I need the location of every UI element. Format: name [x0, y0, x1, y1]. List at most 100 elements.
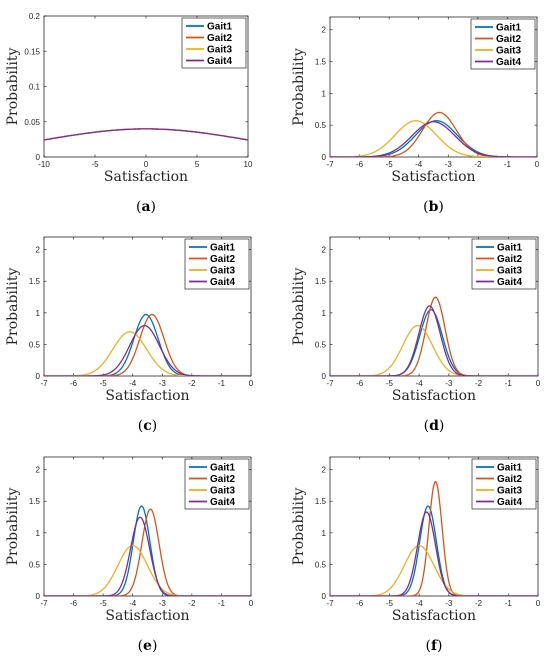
series-line-gait4: [330, 121, 537, 157]
x-tick-label: -5: [386, 160, 394, 169]
x-tick-label: -2: [188, 379, 196, 388]
x-tick-label: -2: [475, 379, 483, 388]
x-tick-label: -4: [416, 599, 424, 608]
y-tick-label: 1.5: [315, 277, 327, 286]
x-tick-label: -5: [100, 599, 108, 608]
x-tick-label: 5: [195, 160, 200, 169]
y-tick-label: 0.15: [24, 47, 40, 56]
y-axis-label: Probability: [291, 48, 307, 126]
series-line-gait4: [44, 128, 248, 141]
legend-entry: Gait1: [496, 23, 521, 34]
y-tick-label: 0.5: [29, 560, 41, 569]
x-tick-label: -3: [159, 599, 167, 608]
x-tick-label: -7: [326, 379, 334, 388]
legend-entry: Gait1: [210, 243, 235, 254]
y-tick-label: 1: [322, 529, 327, 538]
y-tick-label: 0: [322, 592, 327, 601]
x-tick-label: 0: [249, 599, 254, 608]
x-tick-label: -6: [356, 599, 364, 608]
y-tick-label: 2: [322, 26, 327, 35]
legend-entry: Gait1: [207, 22, 232, 33]
x-tick-label: -3: [445, 379, 453, 388]
x-tick-label: -10: [38, 160, 50, 169]
y-tick-label: 0: [322, 372, 327, 381]
y-tick-label: 1.5: [315, 58, 327, 67]
panel-label: (e): [138, 638, 158, 654]
legend-entry: Gait3: [210, 266, 235, 277]
legend-entry: Gait1: [497, 463, 522, 474]
series-line-gait2: [44, 313, 251, 376]
x-tick-label: -2: [474, 160, 482, 169]
y-tick-label: 2: [36, 466, 41, 475]
chart-panel-b: -7 -6 -5 -4 -3 -2 -1 0 0 0.5 1 1.5 2 Satisfaction Prob…: [291, 16, 540, 215]
y-axis-label: Probability: [5, 488, 21, 566]
y-tick-label: 0.2: [29, 12, 41, 21]
chart-panel-d: -7 -6 -5 -4 -3 -2 -1 0 0 0.5 1 1.5 2 Satisfaction Prob…: [291, 236, 541, 434]
x-tick-label: -5: [100, 379, 108, 388]
chart-panel-e: -7 -6 -5 -4 -3 -2 -1 0 0 0.5 1 1.5 2 Satisfaction Prob…: [5, 456, 254, 654]
panel-label: (d): [424, 418, 445, 434]
y-tick-label: 1: [36, 529, 41, 538]
legend-entry: Gait3: [497, 266, 522, 277]
series-line-gait1: [330, 505, 538, 596]
x-tick-label: 0: [535, 160, 540, 169]
x-tick-label: -7: [40, 599, 48, 608]
x-tick-label: 0: [144, 160, 149, 169]
y-axis-label: Probability: [291, 488, 307, 566]
x-tick-label: -4: [415, 160, 423, 169]
y-tick-label: 0: [36, 372, 41, 381]
x-axis-label: Satisfaction: [391, 169, 475, 185]
legend-entry: Gait3: [207, 45, 232, 56]
legend-entry: Gait4: [497, 497, 522, 508]
y-tick-label: 0.5: [315, 560, 327, 569]
legend-entry: Gait2: [496, 34, 521, 45]
panel-label: (f): [426, 638, 443, 654]
y-axis-label: Probability: [5, 268, 21, 346]
series-line-gait1: [44, 313, 251, 376]
y-tick-label: 0.5: [315, 121, 327, 130]
legend-entry: Gait1: [497, 243, 522, 254]
x-axis-label: Satisfaction: [104, 169, 188, 185]
y-tick-label: 0.5: [315, 340, 327, 349]
x-tick-label: -7: [40, 379, 48, 388]
legend-entry: Gait3: [496, 46, 521, 57]
x-axis-label: Satisfaction: [392, 388, 476, 404]
x-axis-label: Satisfaction: [392, 608, 476, 624]
series-line-gait4: [330, 305, 538, 376]
y-tick-label: 0.05: [24, 118, 40, 127]
x-tick-label: -4: [129, 379, 137, 388]
panel-label: (c): [138, 418, 157, 434]
y-tick-label: 0: [36, 592, 41, 601]
x-tick-label: -6: [70, 599, 78, 608]
y-tick-label: 0: [36, 153, 41, 162]
x-tick-label: -1: [505, 599, 513, 608]
legend-entry: Gait2: [210, 474, 235, 485]
x-tick-label: -5: [91, 160, 99, 169]
y-tick-label: 2: [322, 246, 327, 255]
chart-panel-a: -10 -5 0 5 10 0 0.05 0.1 0.15 0.2 Satisfaction Prob…: [5, 12, 253, 215]
legend-entry: Gait3: [210, 486, 235, 497]
x-tick-label: -3: [445, 160, 453, 169]
x-tick-label: -6: [356, 379, 364, 388]
y-axis-label: Probability: [5, 48, 21, 126]
x-axis-label: Satisfaction: [105, 608, 189, 624]
x-tick-label: -4: [129, 599, 137, 608]
x-tick-label: 0: [249, 379, 254, 388]
panel-label: (a): [136, 199, 156, 215]
x-tick-label: -1: [505, 379, 513, 388]
x-tick-label: -1: [218, 379, 226, 388]
series-line-gait2: [330, 296, 538, 376]
y-tick-label: 2: [36, 246, 41, 255]
y-tick-label: 1.5: [29, 497, 41, 506]
legend-entry: Gait2: [207, 33, 232, 44]
legend-entry: Gait4: [496, 57, 521, 68]
y-tick-label: 1: [322, 89, 327, 98]
legend-entry: Gait4: [210, 497, 235, 508]
x-tick-label: -7: [326, 160, 334, 169]
panel-label: (b): [423, 199, 444, 215]
series-line-gait2: [44, 508, 251, 596]
y-tick-label: 1.5: [29, 277, 41, 286]
series-line-gait4: [44, 516, 251, 596]
series-line-gait4: [330, 511, 538, 596]
